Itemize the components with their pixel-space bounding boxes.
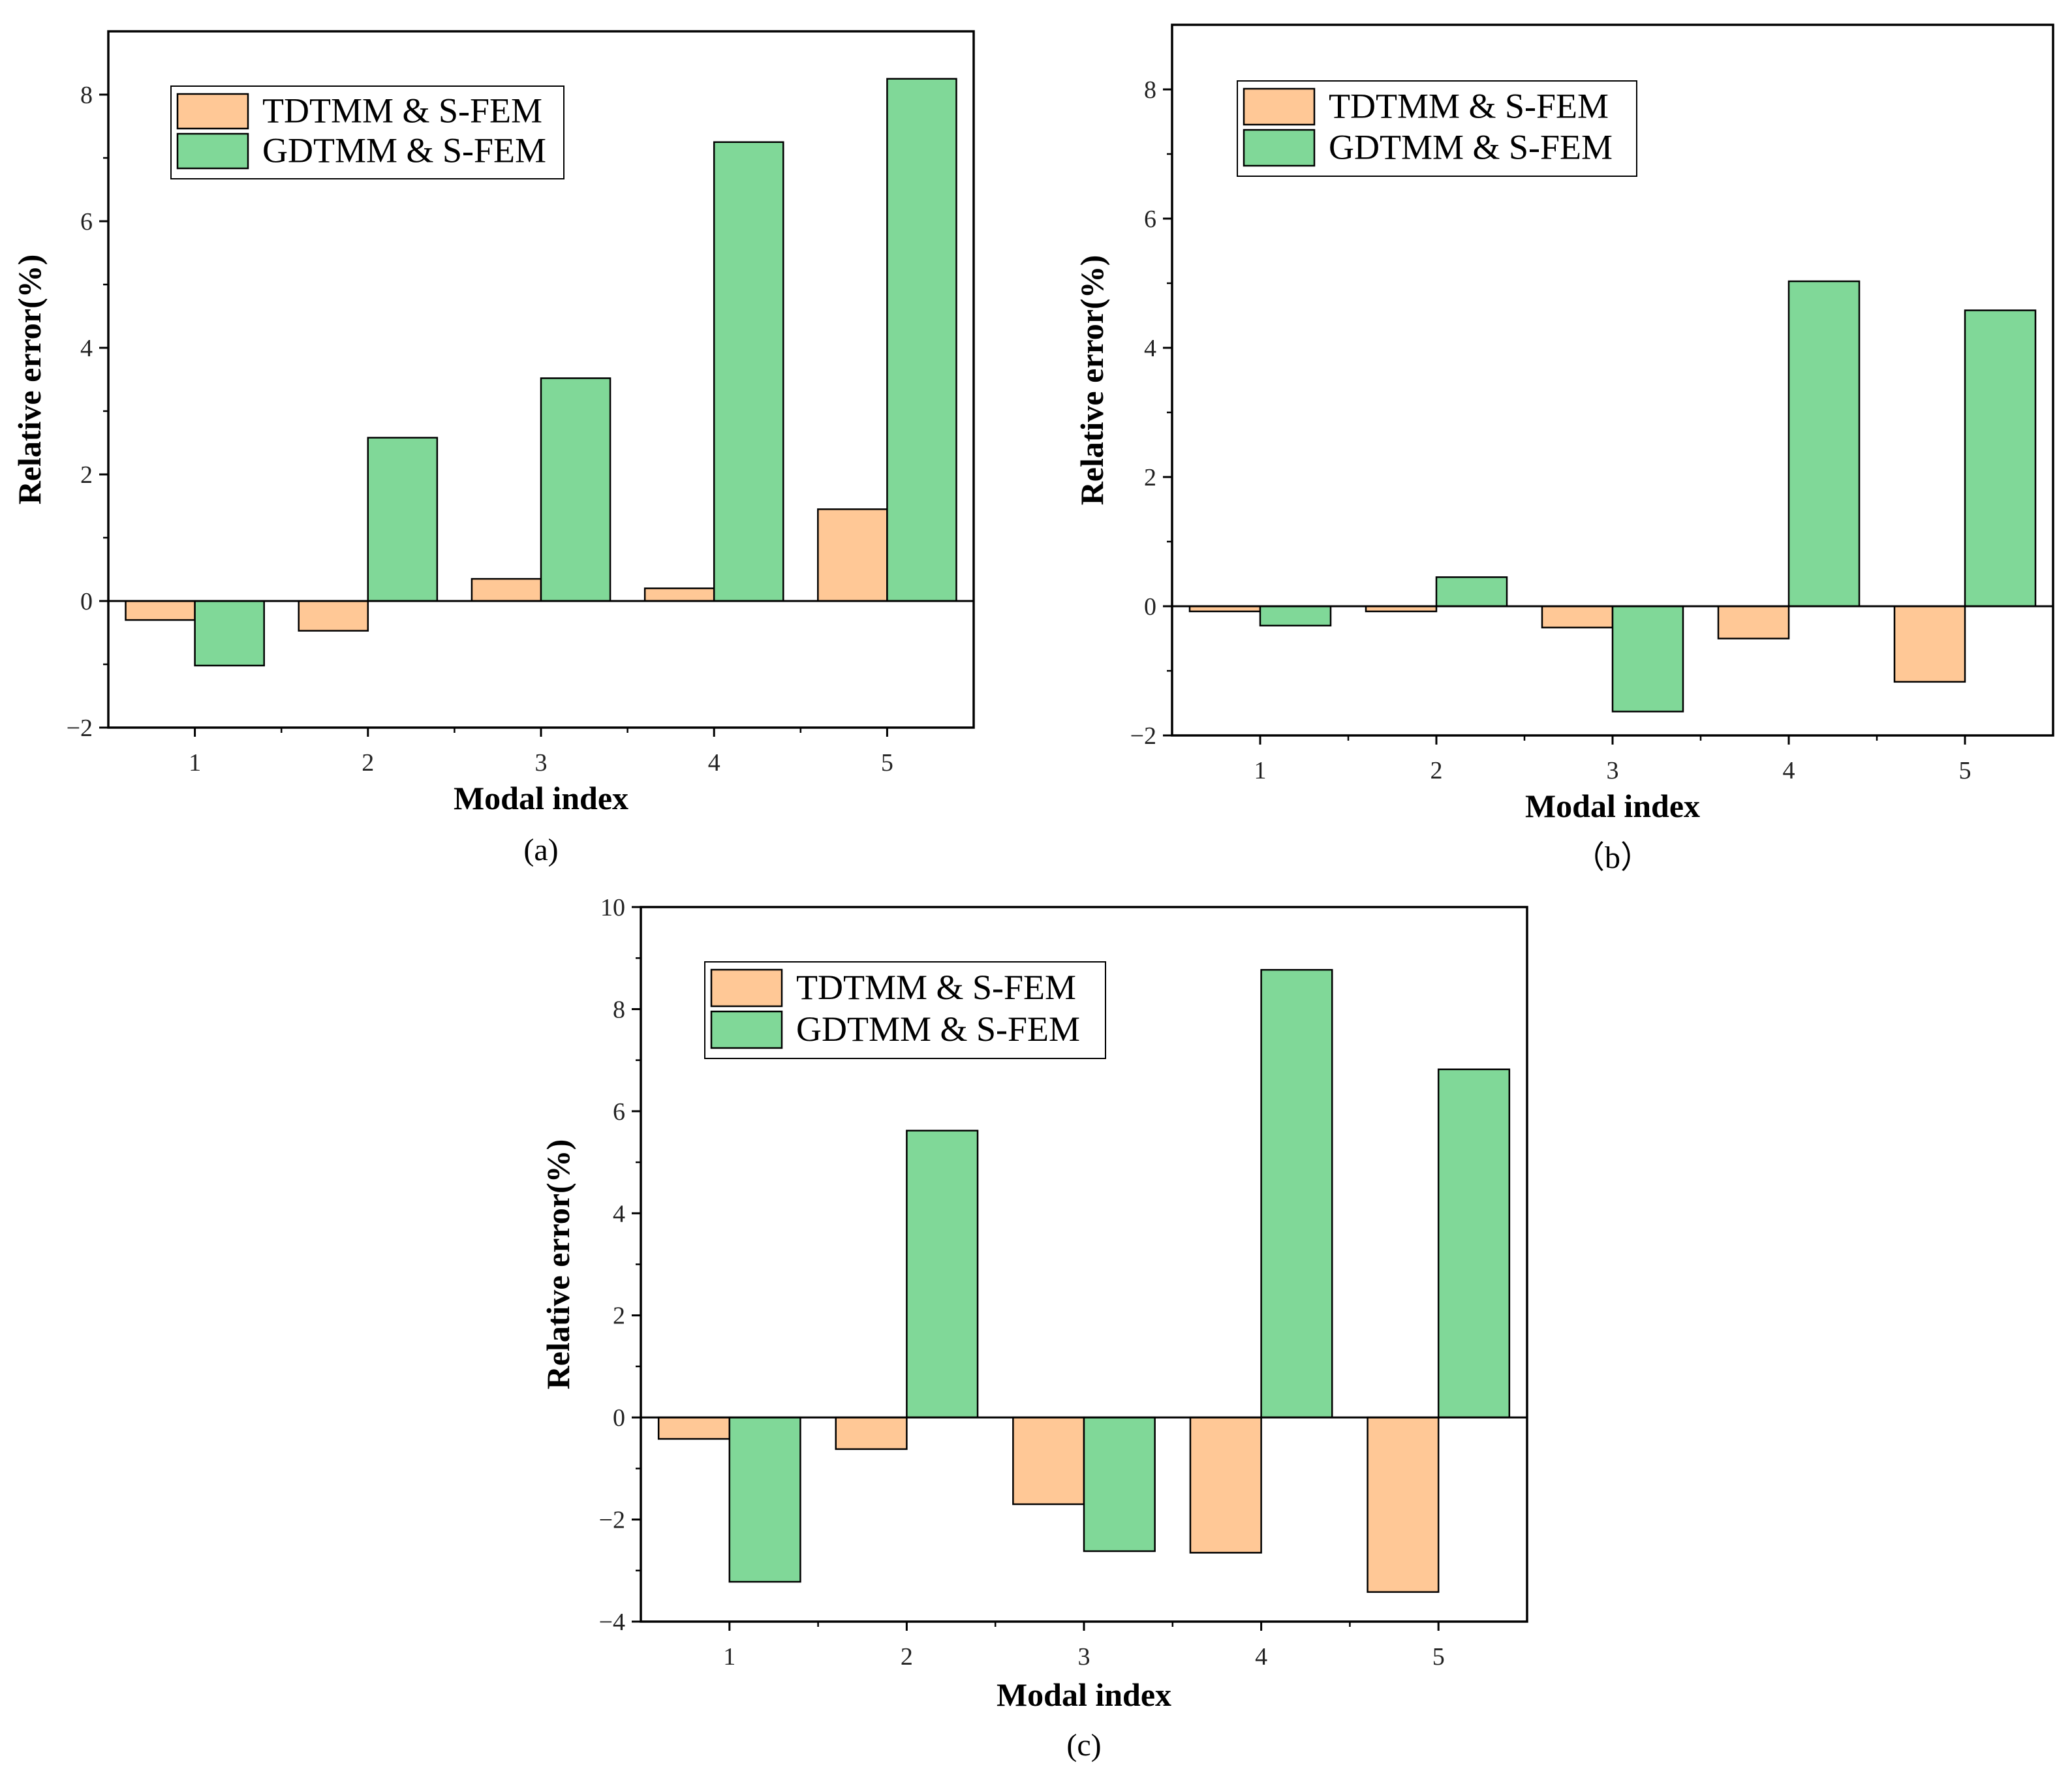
legend-label: GDTMM & S-FEM [796,1010,1080,1049]
legend-swatch [1243,129,1316,167]
bar-s1-cat4 [1717,605,1790,640]
x-tick-label: 4 [708,749,720,777]
bar-s2-cat4 [1260,968,1333,1419]
legend-swatch [1243,87,1316,126]
bar-s2-cat5 [1437,1068,1511,1419]
bar-s1-cat1 [125,600,196,621]
bar-s2-cat5 [1964,309,2037,608]
panel-caption: (a) [523,833,558,867]
x-tick-label: 5 [1432,1643,1445,1671]
y-tick-label: −2 [67,715,93,742]
y-tick-label: 4 [80,335,93,362]
bar-s2-cat5 [886,78,957,602]
y-tick-label: 0 [613,1404,625,1432]
y-tick-label: −2 [599,1507,625,1534]
y-axis-title: Relative error(%) [11,254,48,505]
bar-s1-cat3 [471,578,542,602]
x-tick-label: 3 [1607,757,1619,784]
y-tick-label: 0 [80,588,93,615]
x-tick-label: 3 [1078,1643,1090,1671]
bar-s2-cat2 [1435,576,1508,608]
bar-s2-cat2 [367,437,439,602]
bar-s1-cat5 [1893,605,1966,683]
y-tick-label: 2 [1144,464,1156,491]
chart-panel-2: −2 0 2 4 6 8 1 2 3 4 5 Modal index Relative error(%)… [1074,23,2054,875]
bar-s2-cat1 [194,600,265,667]
bar-s2-cat2 [906,1130,979,1419]
panel-caption: （b） [1573,840,1652,875]
legend-swatch [176,93,249,130]
x-tick-label: 2 [1430,757,1443,784]
legend-label: TDTMM & S-FEM [796,968,1076,1007]
x-axis-title: Modal index [454,780,628,816]
y-tick-label: 2 [80,461,93,489]
y-tick-label: 8 [1144,76,1156,104]
x-tick-label: 1 [189,749,201,777]
bar-s1-cat4 [1189,1416,1262,1554]
y-tick-label: 2 [613,1303,625,1330]
x-tick-label: 5 [1959,757,1971,784]
bar-s1-cat2 [835,1416,908,1450]
bar-s2-cat3 [540,377,611,602]
y-tick-label: 10 [600,894,625,921]
x-axis-title: Modal index [1525,788,1700,824]
y-axis-title: Relative error(%) [1074,255,1110,506]
bar-s1-cat2 [298,600,369,632]
x-tick-label: 4 [1255,1643,1267,1671]
y-tick-label: 8 [80,82,93,109]
legend-label: TDTMM & S-FEM [262,91,542,131]
legend-label: GDTMM & S-FEM [1329,128,1613,167]
panel-caption: (c) [1066,1728,1101,1763]
x-tick-label: 3 [535,749,548,777]
y-tick-label: −2 [1130,722,1156,750]
legend-label: TDTMM & S-FEM [1329,87,1609,126]
y-tick-label: 6 [613,1098,625,1126]
bar-s1-cat3 [1541,605,1614,628]
bar-s1-cat4 [643,587,715,602]
legend-swatch [710,1010,783,1049]
x-axis-title: Modal index [997,1676,1171,1713]
bar-s2-cat4 [713,141,784,602]
x-tick-label: 2 [901,1643,913,1671]
y-axis-title: Relative error(%) [540,1139,576,1390]
bar-s1-cat3 [1012,1416,1085,1505]
legend-label: GDTMM & S-FEM [262,131,546,170]
y-tick-label: 8 [613,996,625,1023]
legend-swatch [176,132,249,170]
y-tick-label: 0 [1144,593,1156,621]
y-tick-label: 4 [613,1200,625,1227]
y-tick-label: 4 [1144,335,1156,362]
x-tick-label: 1 [1254,757,1267,784]
bar-s2-cat3 [1083,1416,1156,1552]
x-tick-label: 1 [723,1643,735,1671]
bar-s1-cat5 [1367,1416,1440,1593]
bar-s2-cat1 [728,1416,801,1583]
y-tick-label: −4 [599,1609,625,1636]
legend-swatch [710,968,783,1008]
bar-s1-cat5 [817,508,888,602]
bar-s2-cat4 [1787,280,1861,608]
y-tick-label: 6 [1144,206,1156,233]
bar-s1-cat1 [657,1416,731,1440]
x-tick-label: 5 [881,749,893,777]
x-tick-label: 4 [1783,757,1795,784]
y-tick-label: 6 [80,208,93,236]
chart-panel-1: −2 0 2 4 6 8 1 2 3 4 5 Modal index Relative error(%)… [11,30,975,867]
x-tick-label: 2 [362,749,374,777]
bar-s2-cat3 [1611,605,1684,713]
bar-s2-cat1 [1259,605,1332,626]
